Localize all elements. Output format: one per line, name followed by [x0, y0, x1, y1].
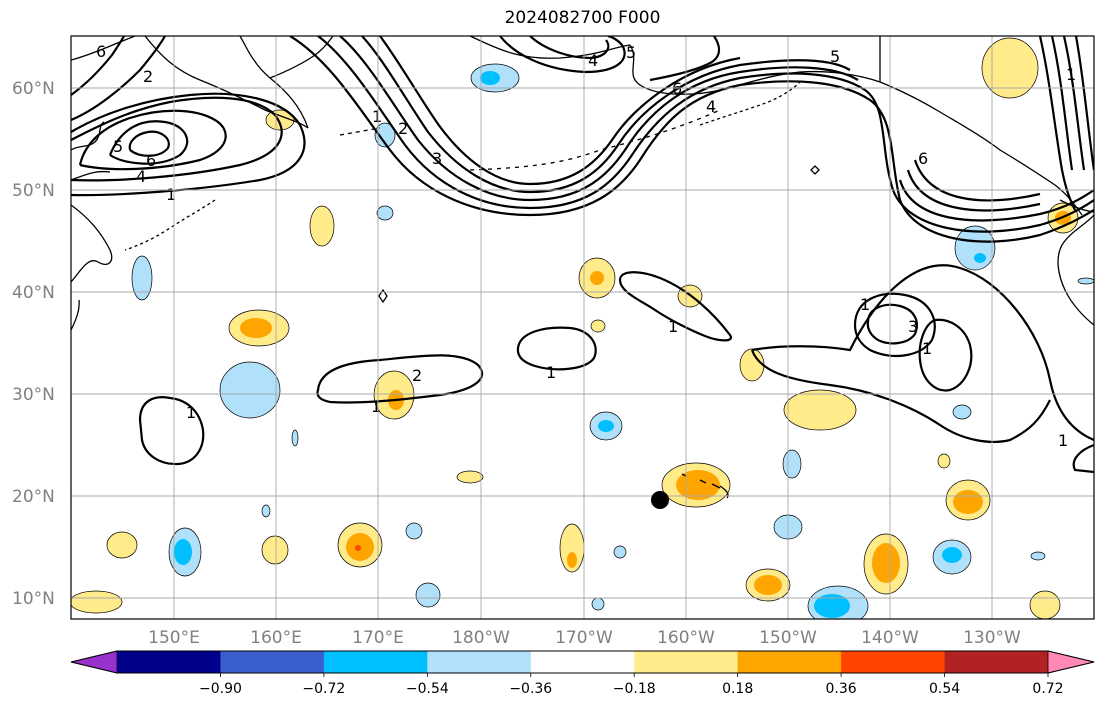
contour-label: 1 [546, 363, 556, 382]
lat-label: 30°N [12, 385, 55, 405]
colorbar-segment [944, 651, 1049, 673]
contour-label: 1 [1058, 431, 1068, 450]
colorbar-segment [634, 651, 739, 673]
lon-label: 160°E [250, 628, 302, 648]
contour-label: 5 [113, 137, 123, 156]
lon-label: 140°W [861, 628, 919, 648]
colorbar-tick-label: −0.72 [302, 681, 345, 697]
lat-label: 10°N [12, 589, 55, 609]
contour-label: 5 [626, 43, 636, 62]
contour-label: 2 [398, 119, 408, 138]
lon-label: 180°W [452, 628, 510, 648]
colorbar-segment [117, 651, 221, 673]
colorbar-outline [70, 650, 1095, 674]
colorbar-tick-label: −0.54 [406, 681, 449, 697]
contour-label: 4 [706, 97, 716, 116]
colorbar-tick-label: 0.18 [722, 681, 753, 697]
contour-labels: 6 2 5 6 4 1 4 5 6 4 5 6 1 3 2 1 1 1 1 2 … [96, 42, 1076, 450]
lon-label: 160°W [657, 628, 715, 648]
map-title: 2024082700 F000 [504, 8, 661, 28]
contour-label: 3 [908, 317, 918, 336]
contour-label: 4 [136, 167, 146, 186]
colorbar-tick-label: −0.90 [199, 681, 242, 697]
contour-label: 6 [96, 42, 106, 61]
colorbar-tick-label: −0.18 [613, 681, 656, 697]
contour-label: 6 [918, 149, 928, 168]
colorbar-segment [737, 651, 842, 673]
contour-label: 2 [143, 67, 153, 86]
colorbar-segment [530, 651, 635, 673]
contour-label: 1 [166, 185, 176, 204]
lon-label: 150°W [759, 628, 817, 648]
contour-label: 1 [372, 107, 382, 126]
lon-label: 130°W [963, 628, 1021, 648]
colorbar-segment [841, 651, 946, 673]
contour-label: 1 [860, 295, 870, 314]
contour-label: 6 [672, 79, 682, 98]
location-marker [651, 491, 669, 509]
lat-label: 20°N [12, 487, 55, 507]
contour-label: 2 [412, 366, 422, 385]
lon-label: 170°W [555, 628, 613, 648]
colorbar-segment [427, 651, 532, 673]
contour-label: 1 [1066, 65, 1076, 84]
contour-label: 6 [146, 151, 156, 170]
map-background [71, 36, 1094, 619]
colorbar-tick-label: −0.36 [509, 681, 552, 697]
map-frame [70, 35, 1095, 620]
lat-label: 50°N [12, 181, 55, 201]
colorbar-tick-label: 0.72 [1032, 681, 1063, 697]
colorbar-segment [220, 651, 325, 673]
contour-label: 1 [371, 397, 381, 416]
contour-label: 4 [588, 51, 598, 70]
longitude-labels: 150°E 160°E 170°E 180°W 170°W 160°W 150°… [148, 628, 1021, 648]
colorbar-segment [323, 651, 428, 673]
colorbar-tick-label: 0.54 [929, 681, 960, 697]
colorbar: −0.90 −0.72 −0.54 −0.36 −0.18 0.18 0.36 0.54 0.7… [70, 650, 1095, 697]
lat-label: 40°N [12, 283, 55, 303]
latitude-labels: 60°N 50°N 40°N 30°N 20°N 10°N [12, 79, 55, 609]
contour-label: 1 [668, 317, 678, 336]
colorbar-extend-high [1047, 650, 1095, 674]
graticule [71, 36, 1094, 619]
contour-label: 5 [830, 47, 840, 66]
lon-label: 170°E [352, 628, 404, 648]
lon-label: 150°E [148, 628, 200, 648]
lat-label: 60°N [12, 79, 55, 99]
colorbar-extend-low [70, 650, 118, 674]
contour-label: 1 [186, 403, 196, 422]
contour-label: 1 [922, 339, 932, 358]
contour-lines [71, 36, 1094, 474]
colorbar-tick-label: 0.36 [826, 681, 857, 697]
contour-label: 3 [432, 149, 442, 168]
